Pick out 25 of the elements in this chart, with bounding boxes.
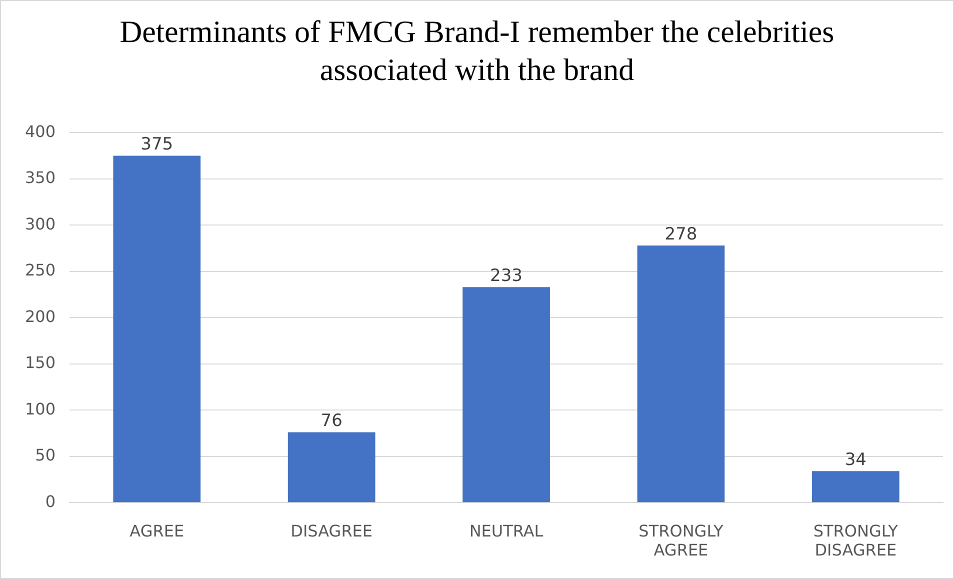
y-tick-label: 300 (24, 214, 56, 234)
data-label: 278 (664, 224, 698, 244)
x-tick-label: STRONGLY DISAGREE (813, 521, 898, 560)
chart-title: Determinants of FMCG Brand-I remember the celebrities associated with the brand (118, 13, 836, 89)
bar (288, 432, 376, 502)
x-tick-label: AGREE (130, 521, 184, 540)
y-tick-label: 250 (24, 260, 56, 280)
y-tick-label: 100 (24, 399, 56, 418)
bar (113, 156, 201, 502)
x-tick-label: NEUTRAL (469, 521, 544, 540)
x-tick-label: STRONGLY AGREE (638, 521, 724, 560)
y-tick-label: 0 (45, 492, 56, 511)
bar (812, 471, 900, 502)
bar (462, 287, 550, 502)
bar (637, 245, 725, 502)
data-label: 375 (140, 134, 174, 155)
y-tick-label: 200 (24, 306, 56, 326)
y-tick-label: 50 (35, 446, 56, 465)
y-tick-label: 400 (24, 122, 56, 141)
y-tick-label: 150 (24, 353, 56, 372)
x-tick-label: DISAGREE (290, 521, 373, 540)
data-label: 233 (490, 266, 522, 286)
data-label: 76 (320, 411, 342, 432)
y-tick-label: 350 (24, 168, 56, 188)
data-label: 34 (844, 450, 866, 470)
